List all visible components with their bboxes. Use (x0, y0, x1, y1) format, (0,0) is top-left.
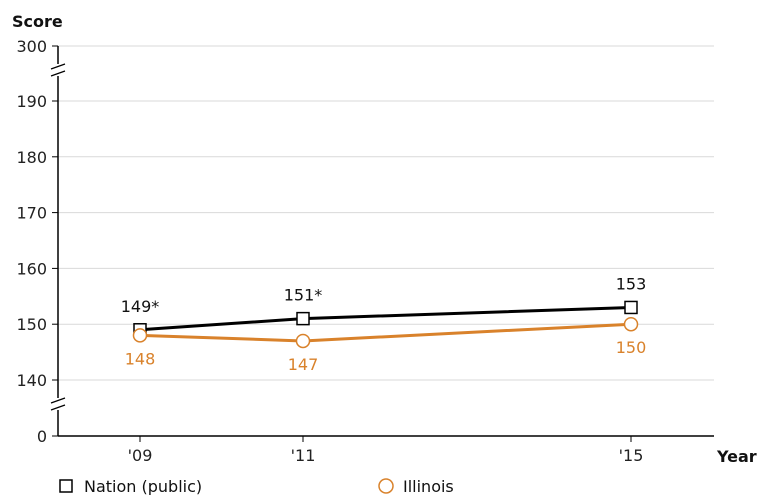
series-layer: 149* 151* 153 148 147 150 (121, 274, 647, 373)
data-point-square (296, 311, 310, 326)
y-tick-label: 300 (16, 37, 47, 56)
y-tick-label: 150 (16, 315, 47, 334)
series-line-illinois (139, 322, 632, 343)
y-tick-labels: 0 140 150 160 170 180 190 300 (16, 37, 47, 446)
axis-break-bottom (50, 397, 66, 411)
legend: Nation (public) Illinois (59, 477, 454, 495)
y-tick-label: 170 (16, 204, 47, 223)
y-tick-label: 180 (16, 148, 47, 167)
data-point-square (624, 300, 638, 315)
y-tick-label: 160 (16, 259, 47, 278)
axes (50, 46, 714, 437)
legend-square-marker (59, 479, 73, 493)
legend-label-nation: Nation (public) (84, 477, 202, 495)
y-tick-label: 0 (37, 427, 47, 446)
data-point-circle (132, 328, 148, 343)
data-point-circle (295, 333, 311, 349)
x-tick-labels: '09 '11 '15 (128, 446, 644, 465)
y-tick-label: 190 (16, 92, 47, 111)
legend-circle-marker (378, 478, 394, 494)
data-label: 153 (616, 274, 647, 293)
x-tick-label: '11 (291, 446, 316, 465)
gridlines (52, 45, 714, 442)
x-tick-label: '09 (128, 446, 153, 465)
data-point-circle (623, 316, 639, 332)
x-tick-label: '15 (619, 446, 644, 465)
y-tick-label: 140 (16, 371, 47, 390)
data-label: 150 (616, 338, 647, 357)
data-label: 148 (125, 349, 156, 368)
legend-label-illinois: Illinois (403, 477, 454, 495)
x-axis-title: Year (716, 447, 757, 466)
data-label: 151* (284, 286, 323, 305)
axis-break-top (50, 63, 66, 77)
series-line-nation (139, 305, 632, 332)
data-label: 149* (121, 297, 160, 316)
y-axis-title: Score (12, 12, 63, 31)
data-label: 147 (288, 355, 319, 374)
